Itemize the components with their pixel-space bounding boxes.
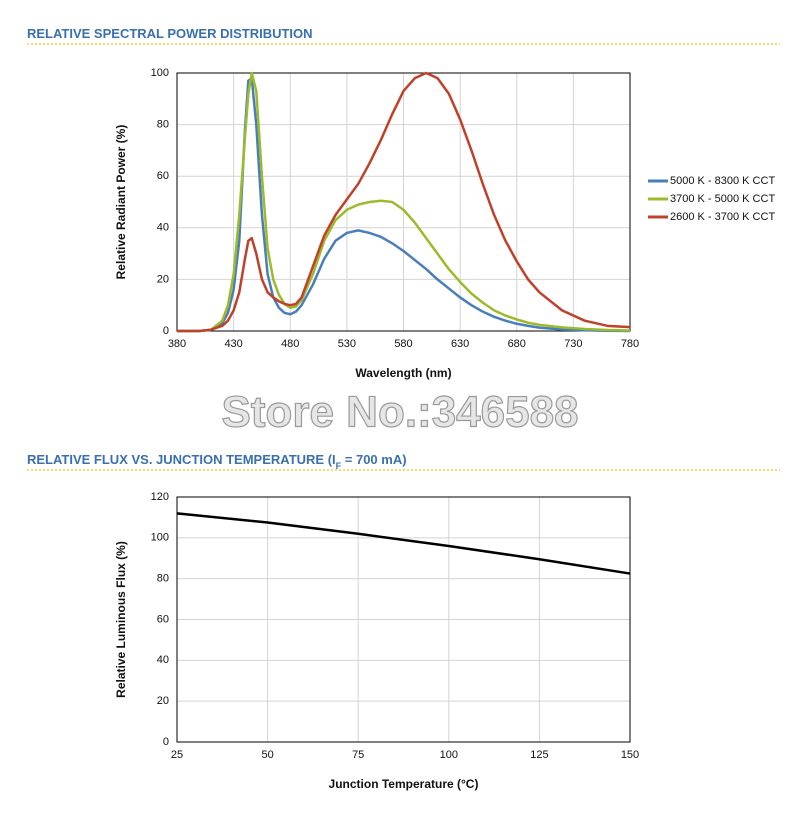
x-tick-label: 430 — [224, 338, 242, 350]
x-tick-label: 380 — [168, 338, 186, 350]
y-tick-label: 80 — [157, 119, 169, 131]
x-tick-label: 480 — [281, 338, 299, 350]
y-tick-label: 40 — [157, 654, 169, 666]
legend-label: 3700 K - 5000 K CCT — [670, 193, 775, 205]
x-tick-label: 125 — [530, 749, 548, 761]
y-tick-label: 20 — [157, 695, 169, 707]
x-axis-title: Wavelength (nm) — [355, 366, 451, 380]
y-tick-label: 40 — [157, 222, 169, 234]
y-tick-label: 100 — [151, 532, 169, 544]
x-tick-label: 25 — [171, 749, 183, 761]
title-part: = 700 mA) — [341, 452, 406, 467]
section-title: RELATIVE SPECTRAL POWER DISTRIBUTION — [27, 26, 313, 41]
x-tick-label: 530 — [338, 338, 356, 350]
x-tick-label: 730 — [564, 338, 582, 350]
watermark: Store No.:346588 — [221, 388, 578, 437]
x-tick-label: 630 — [451, 338, 469, 350]
title-part: RELATIVE FLUX VS. JUNCTION TEMPERATURE (… — [27, 452, 336, 467]
y-tick-label: 60 — [157, 170, 169, 182]
y-tick-label: 60 — [157, 613, 169, 625]
y-tick-label: 80 — [157, 573, 169, 585]
plot-frame — [176, 72, 631, 332]
y-tick-label: 100 — [151, 67, 169, 79]
x-tick-label: 680 — [508, 338, 526, 350]
y-tick-label: 0 — [163, 736, 169, 748]
title-part: F — [336, 461, 342, 471]
y-axis-title: Relative Luminous Flux (%) — [114, 541, 128, 698]
series-line — [177, 71, 631, 333]
series-line — [176, 512, 631, 575]
x-tick-label: 580 — [394, 338, 412, 350]
y-tick-label: 0 — [163, 325, 169, 337]
x-tick-label: 100 — [440, 749, 458, 761]
legend-label: 5000 K - 8300 K CCT — [670, 175, 775, 187]
x-tick-label: 780 — [621, 338, 639, 350]
y-tick-label: 120 — [151, 491, 169, 503]
x-tick-label: 75 — [352, 749, 364, 761]
x-tick-label: 50 — [261, 749, 273, 761]
plot-frame — [176, 496, 631, 743]
x-tick-label: 150 — [621, 749, 639, 761]
series-line — [177, 71, 631, 333]
section-title: RELATIVE FLUX VS. JUNCTION TEMPERATURE (… — [27, 452, 407, 471]
legend-label: 2600 K - 3700 K CCT — [670, 211, 775, 223]
y-tick-label: 20 — [157, 273, 169, 285]
y-axis-title: Relative Radiant Power (%) — [114, 125, 128, 280]
x-axis-title: Junction Temperature (°C) — [329, 777, 479, 791]
